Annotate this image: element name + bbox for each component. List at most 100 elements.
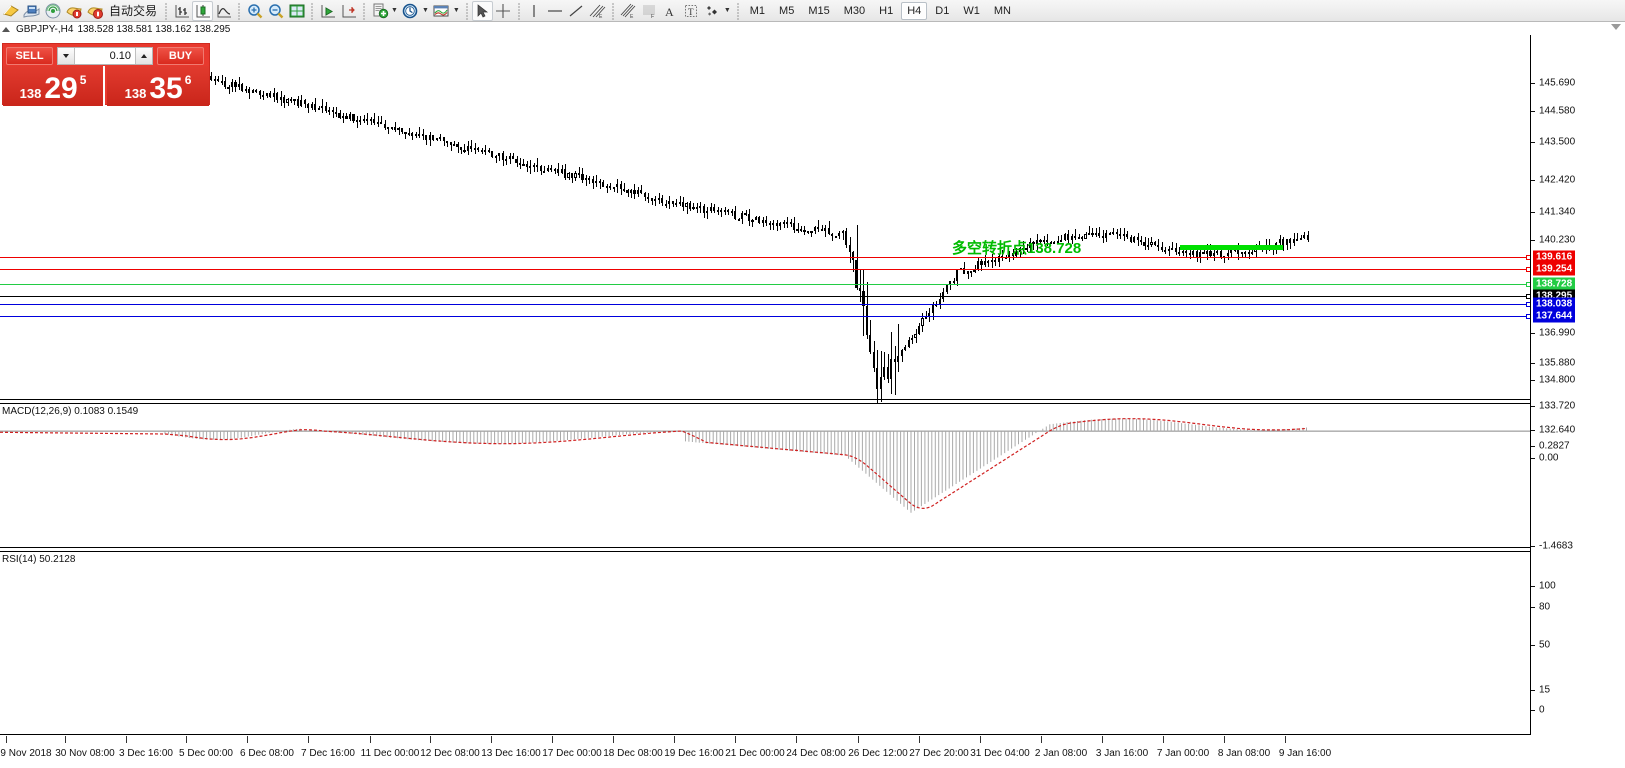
zoom-in-icon[interactable] <box>244 1 265 21</box>
label-icon[interactable]: T <box>681 1 702 21</box>
candle-body <box>907 339 910 347</box>
price-level-tag[interactable]: 138.038 <box>1533 297 1576 311</box>
candle-body <box>605 185 608 188</box>
line-chart-icon[interactable] <box>213 1 234 21</box>
scroll-down-arrow-icon[interactable] <box>1611 24 1621 30</box>
chart-shift-icon[interactable] <box>338 1 359 21</box>
equidistant-channel-icon[interactable]: E <box>587 1 608 21</box>
sell-price-quote[interactable]: 138 29 5 <box>3 66 105 106</box>
candle-wick <box>533 163 535 172</box>
price-level-tag[interactable]: 137.644 <box>1533 309 1576 323</box>
candle-body <box>668 201 671 205</box>
candle-wick <box>398 126 400 136</box>
time-tick-label: 24 Dec 08:00 <box>786 748 846 759</box>
timeframe-w1[interactable]: W1 <box>963 4 980 17</box>
price-level-line[interactable] <box>0 257 1530 258</box>
cursor-icon[interactable] <box>471 0 493 21</box>
candle-body <box>588 178 591 181</box>
templates-icon[interactable] <box>431 1 452 21</box>
candle-body <box>272 92 275 97</box>
candle-body <box>1153 241 1156 245</box>
price-level-line[interactable] <box>0 316 1530 317</box>
candle-body <box>893 359 896 362</box>
collapse-triangle-icon[interactable] <box>2 26 10 32</box>
candle-body <box>643 193 646 197</box>
vertical-line-icon[interactable] <box>524 1 545 21</box>
candle-body <box>1174 247 1177 253</box>
candle-body <box>626 189 629 194</box>
volume-increment-button[interactable] <box>135 48 152 64</box>
rsi-pane[interactable]: RSI(14) 50.2128 <box>0 551 1530 735</box>
periods-icon[interactable] <box>400 1 421 21</box>
candlestick-chart-icon[interactable] <box>192 0 214 21</box>
shapes-icon[interactable] <box>702 1 723 21</box>
price-level-tag[interactable]: 139.254 <box>1533 262 1576 276</box>
price-pane[interactable]: 多空转折点138.728 <box>0 35 1531 422</box>
volume-dropdown-button[interactable] <box>58 48 75 64</box>
fibonacci-icon[interactable]: E <box>618 1 639 21</box>
time-axis[interactable]: 9 Nov 2018 30 Nov 08:00 3 Dec 16:00 5 Dec 0… <box>0 736 1625 768</box>
candle-wick <box>1272 246 1274 256</box>
tile-windows-icon[interactable] <box>286 1 307 21</box>
auto-scroll-icon[interactable] <box>317 1 338 21</box>
chevron-down-icon[interactable]: ▼ <box>723 7 731 14</box>
indicator-tick-label: -1.4683 <box>1539 540 1573 552</box>
price-level-line[interactable] <box>0 304 1530 305</box>
candle-body <box>1195 251 1198 257</box>
macd-pane[interactable]: MACD(12,26,9) 0.1083 0.1549 <box>0 403 1530 548</box>
market-icon[interactable] <box>63 1 84 21</box>
candle-wick <box>644 192 646 202</box>
bar-chart-icon[interactable] <box>171 1 192 21</box>
signals-icon[interactable] <box>42 1 63 21</box>
candle-body <box>230 81 234 88</box>
indicators-icon[interactable] <box>369 1 390 21</box>
timeframe-h4[interactable]: H4 <box>901 1 928 20</box>
grid-icon[interactable]: F <box>639 1 660 21</box>
candle-body <box>505 159 508 162</box>
time-tick-label: 18 Dec 08:00 <box>603 748 663 759</box>
timeframe-m15[interactable]: M15 <box>808 4 830 17</box>
horizontal-line-icon[interactable] <box>545 1 566 21</box>
one-click-trading-panel[interactable]: SELL 0.10 BUY 138 29 5 138 35 6 <box>2 43 211 106</box>
buy-price-quote[interactable]: 138 35 6 <box>107 66 209 106</box>
candle-body <box>675 203 678 206</box>
timeframe-mn[interactable]: MN <box>993 4 1011 17</box>
timeframe-m5[interactable]: M5 <box>779 4 795 17</box>
timeframe-m30[interactable]: M30 <box>843 4 866 17</box>
chevron-down-icon[interactable]: ▼ <box>452 7 460 14</box>
trendline-icon[interactable] <box>566 1 587 21</box>
buy-button[interactable]: BUY <box>157 47 204 65</box>
new-order-icon[interactable] <box>0 1 21 21</box>
candle-body <box>1039 239 1042 243</box>
indicator-tick-label: 100 <box>1539 580 1556 592</box>
volume-input[interactable]: 0.10 <box>57 47 153 65</box>
chart-area[interactable]: 多空转折点138.728 MACD(12,26,9) 0.1083 0.1549… <box>0 35 1625 735</box>
macd-series <box>0 418 1530 513</box>
volume-value[interactable]: 0.10 <box>109 50 131 62</box>
timeframe-m1[interactable]: M1 <box>749 4 766 17</box>
candle-wick <box>523 158 525 166</box>
chevron-down-icon[interactable]: ▼ <box>421 7 429 14</box>
candle-body <box>969 270 973 273</box>
text-icon[interactable]: A <box>660 1 681 21</box>
axis-tickmark <box>1531 142 1535 143</box>
price-level-line[interactable] <box>0 269 1530 270</box>
candle-body <box>1282 239 1285 246</box>
price-level-tag[interactable]: 138.728 <box>1533 277 1576 291</box>
candle-body <box>210 76 213 80</box>
oct-controls-row: SELL 0.10 BUY <box>3 44 211 66</box>
sell-button[interactable]: SELL <box>6 47 53 65</box>
price-level-line[interactable] <box>0 296 1530 297</box>
candle-wick <box>842 230 844 241</box>
crosshair-icon[interactable] <box>493 1 514 21</box>
timeframe-d1[interactable]: D1 <box>935 4 950 17</box>
autotrading-icon[interactable] <box>84 1 105 21</box>
zoom-out-icon[interactable] <box>265 1 286 21</box>
chevron-down-icon[interactable]: ▼ <box>391 7 398 14</box>
metaeditor-icon[interactable] <box>21 1 42 21</box>
timeframe-h1[interactable]: H1 <box>879 4 894 17</box>
price-axis[interactable]: 145.690 144.580 143.500 142.420 141.340 140.2… <box>1530 35 1625 735</box>
price-level-tag[interactable]: 139.616 <box>1533 250 1576 264</box>
price-level-line[interactable] <box>0 284 1530 285</box>
candle-wick <box>1089 226 1090 236</box>
